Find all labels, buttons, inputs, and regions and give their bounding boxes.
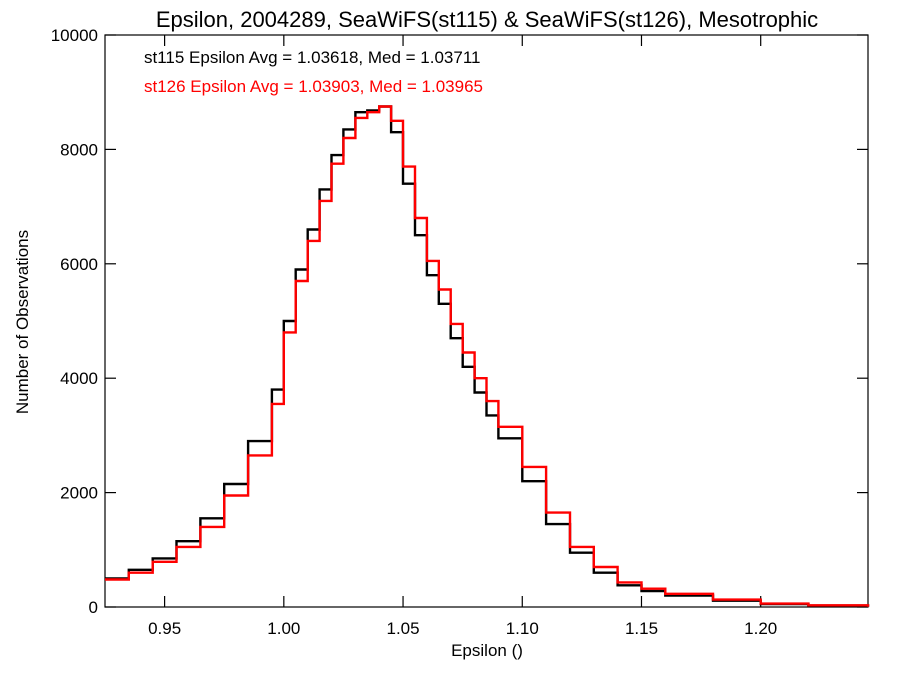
chart-title: Epsilon, 2004289, SeaWiFS(st115) & SeaWi… (156, 7, 818, 32)
series-line-0 (105, 105, 870, 607)
y-tick-label: 10000 (51, 26, 98, 45)
axis-ticks: 0.95 1.00 1.05 1.10 1.15 1.20 0 2000 4000 6000 800… (51, 26, 868, 638)
annotation-st126: st126 Epsilon Avg = 1.03903, Med = 1.039… (144, 77, 483, 96)
x-tick-label: 1.20 (744, 619, 777, 638)
x-tick-label: 1.05 (387, 619, 420, 638)
x-tick-label: 1.00 (267, 619, 300, 638)
annotation-st115: st115 Epsilon Avg = 1.03618, Med = 1.037… (144, 48, 480, 67)
y-axis-label: Number of Observations (13, 230, 32, 414)
y-tick-label: 8000 (60, 140, 98, 159)
y-tick-label: 6000 (60, 255, 98, 274)
x-tick-label: 1.15 (625, 619, 658, 638)
series-layer (105, 105, 870, 607)
x-tick-label: 0.95 (148, 619, 181, 638)
series-line-1 (105, 105, 870, 607)
x-axis-label: Epsilon () (451, 641, 523, 660)
y-tick-label: 0 (89, 598, 98, 617)
plot-frame (104, 34, 869, 608)
y-tick-label: 4000 (60, 369, 98, 388)
y-tick-label: 2000 (60, 484, 98, 503)
x-tick-label: 1.10 (506, 619, 539, 638)
